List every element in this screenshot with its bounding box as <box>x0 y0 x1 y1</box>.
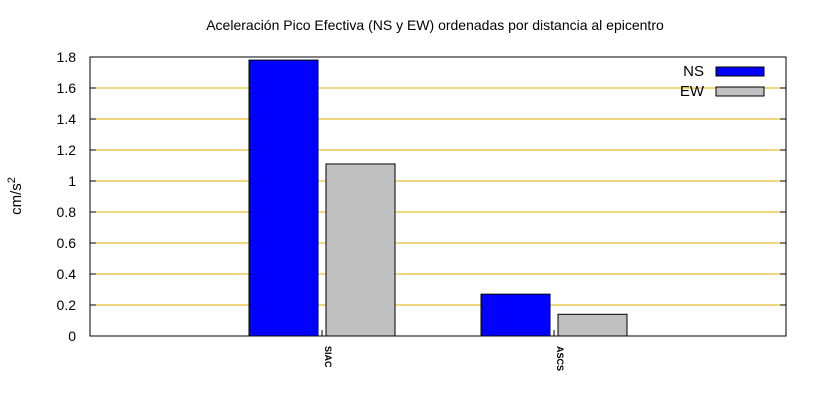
plot-frame <box>89 56 787 337</box>
legend: NS EW <box>680 63 765 100</box>
y-tick-label: 1.2 <box>57 142 77 158</box>
y-tick-label: 0.6 <box>57 235 77 251</box>
bar-ew-siac <box>325 163 396 337</box>
y-axis-label: cm/s2 <box>6 177 25 215</box>
bar-ns-siac <box>248 59 319 337</box>
x-category-label: SIAC <box>323 346 333 368</box>
y-tick-label: 0.4 <box>57 266 77 282</box>
legend-label-ew: EW <box>680 83 705 100</box>
legend-label-ns: NS <box>683 63 704 80</box>
x-axis-categories: SIAC ASCS <box>321 330 565 371</box>
y-axis-ticks: 0 0.2 0.4 0.6 0.8 1 1.2 1.4 1.6 1.8 <box>57 49 786 344</box>
bar-ns-ascs <box>480 293 551 337</box>
y-tick-label: 0 <box>68 328 76 344</box>
y-tick-label: 1.8 <box>57 49 77 65</box>
y-tick-label: 1.6 <box>57 80 77 96</box>
y-axis-label-superscript: 2 <box>6 177 18 183</box>
y-axis-label-text: cm/s <box>8 183 25 215</box>
y-tick-label: 1.4 <box>57 111 77 127</box>
chart-title: Aceleración Pico Efectiva (NS y EW) orde… <box>206 17 664 33</box>
y-tick-label: 0.8 <box>57 204 77 220</box>
y-tick-label: 0.2 <box>57 297 77 313</box>
grid-lines <box>90 87 786 306</box>
y-tick-label: 1 <box>68 173 76 189</box>
x-category-label: ASCS <box>555 346 565 371</box>
legend-swatch-ew <box>715 86 765 97</box>
bars-group <box>248 59 628 337</box>
legend-swatch-ns <box>715 66 765 77</box>
bar-ew-ascs <box>557 313 628 337</box>
